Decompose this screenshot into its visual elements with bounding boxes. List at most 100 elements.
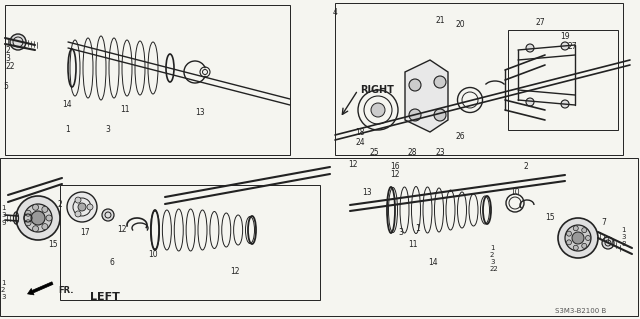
Text: 3: 3	[1, 294, 6, 300]
Circle shape	[572, 232, 584, 244]
Circle shape	[31, 211, 45, 225]
Text: 8: 8	[621, 241, 625, 247]
Text: 16: 16	[390, 162, 399, 171]
Text: 22: 22	[490, 266, 499, 272]
Text: 6: 6	[110, 258, 115, 267]
Text: 17: 17	[80, 228, 90, 237]
Text: 12: 12	[117, 225, 127, 234]
Bar	[60, 185, 320, 300]
Text: FR.: FR.	[58, 286, 74, 295]
Circle shape	[42, 206, 48, 212]
Ellipse shape	[526, 44, 534, 52]
Text: 1: 1	[5, 38, 10, 47]
Bar	[0, 158, 638, 316]
Text: 10: 10	[148, 250, 157, 259]
Text: 27: 27	[567, 42, 577, 51]
Circle shape	[434, 109, 446, 121]
Circle shape	[558, 218, 598, 258]
Text: 13: 13	[195, 108, 205, 117]
Text: 22: 22	[5, 62, 15, 71]
Text: 5: 5	[3, 82, 8, 91]
Circle shape	[16, 196, 60, 240]
Circle shape	[46, 215, 52, 221]
Circle shape	[75, 211, 81, 217]
Circle shape	[582, 228, 587, 233]
Text: 2: 2	[58, 200, 63, 209]
Text: 26: 26	[455, 132, 465, 141]
Circle shape	[10, 34, 26, 50]
Ellipse shape	[526, 98, 534, 106]
Text: LEFT: LEFT	[90, 292, 120, 302]
Text: 13: 13	[362, 188, 372, 197]
Text: 20: 20	[455, 20, 465, 29]
Text: 1: 1	[65, 125, 70, 134]
Circle shape	[573, 226, 579, 231]
Circle shape	[78, 203, 86, 211]
Text: 1: 1	[490, 245, 495, 251]
Text: 23: 23	[435, 148, 445, 157]
Text: 15: 15	[545, 213, 555, 222]
Circle shape	[565, 225, 591, 251]
Ellipse shape	[602, 237, 614, 249]
Circle shape	[582, 243, 587, 248]
Text: 11: 11	[408, 240, 417, 249]
Circle shape	[33, 226, 38, 232]
Circle shape	[409, 79, 421, 91]
Text: 1: 1	[415, 224, 420, 233]
Text: 15: 15	[48, 240, 58, 249]
Text: 12: 12	[230, 267, 239, 276]
Text: 9: 9	[1, 220, 6, 226]
Text: 3: 3	[490, 259, 495, 265]
Text: 24: 24	[355, 138, 365, 147]
Text: 2: 2	[524, 162, 529, 171]
Circle shape	[434, 76, 446, 88]
Ellipse shape	[561, 42, 569, 50]
Ellipse shape	[102, 209, 114, 221]
Circle shape	[67, 192, 97, 222]
Ellipse shape	[561, 100, 569, 108]
Text: 25: 25	[370, 148, 380, 157]
Text: 7: 7	[601, 218, 606, 227]
Text: 3: 3	[105, 125, 110, 134]
Circle shape	[573, 245, 579, 250]
Text: 28: 28	[408, 148, 417, 157]
Text: 11: 11	[120, 105, 129, 114]
Circle shape	[25, 210, 31, 216]
Text: 14: 14	[428, 258, 438, 267]
Text: 2: 2	[5, 46, 10, 55]
Circle shape	[586, 235, 591, 241]
Text: RIGHT: RIGHT	[360, 85, 394, 95]
Circle shape	[87, 204, 93, 210]
Bar	[508, 30, 618, 130]
Circle shape	[409, 109, 421, 121]
Circle shape	[566, 240, 572, 245]
Bar	[335, 3, 623, 155]
Text: 2: 2	[490, 252, 494, 258]
Circle shape	[25, 220, 31, 226]
Circle shape	[566, 231, 572, 236]
Text: 21: 21	[435, 16, 445, 25]
Text: 12: 12	[390, 170, 399, 179]
Ellipse shape	[371, 103, 385, 117]
Text: S3M3-B2100 B: S3M3-B2100 B	[555, 308, 606, 314]
Bar	[5, 5, 290, 155]
Text: 3: 3	[5, 54, 10, 63]
Text: 4: 4	[333, 8, 338, 17]
Circle shape	[42, 224, 48, 230]
Text: 3: 3	[398, 228, 403, 237]
Text: 19: 19	[560, 32, 570, 41]
Circle shape	[33, 204, 38, 210]
Text: 1: 1	[1, 205, 6, 211]
Text: 10: 10	[510, 188, 520, 197]
Text: 12: 12	[348, 160, 358, 169]
Text: 1: 1	[621, 227, 625, 233]
Text: 3: 3	[621, 234, 625, 240]
Text: 14: 14	[62, 100, 72, 109]
Polygon shape	[405, 60, 448, 132]
Text: 2: 2	[1, 287, 5, 293]
Circle shape	[24, 204, 52, 232]
Text: 1: 1	[1, 280, 6, 286]
Text: 3: 3	[1, 212, 6, 218]
Text: 27: 27	[535, 18, 545, 27]
Text: 18: 18	[355, 128, 365, 137]
